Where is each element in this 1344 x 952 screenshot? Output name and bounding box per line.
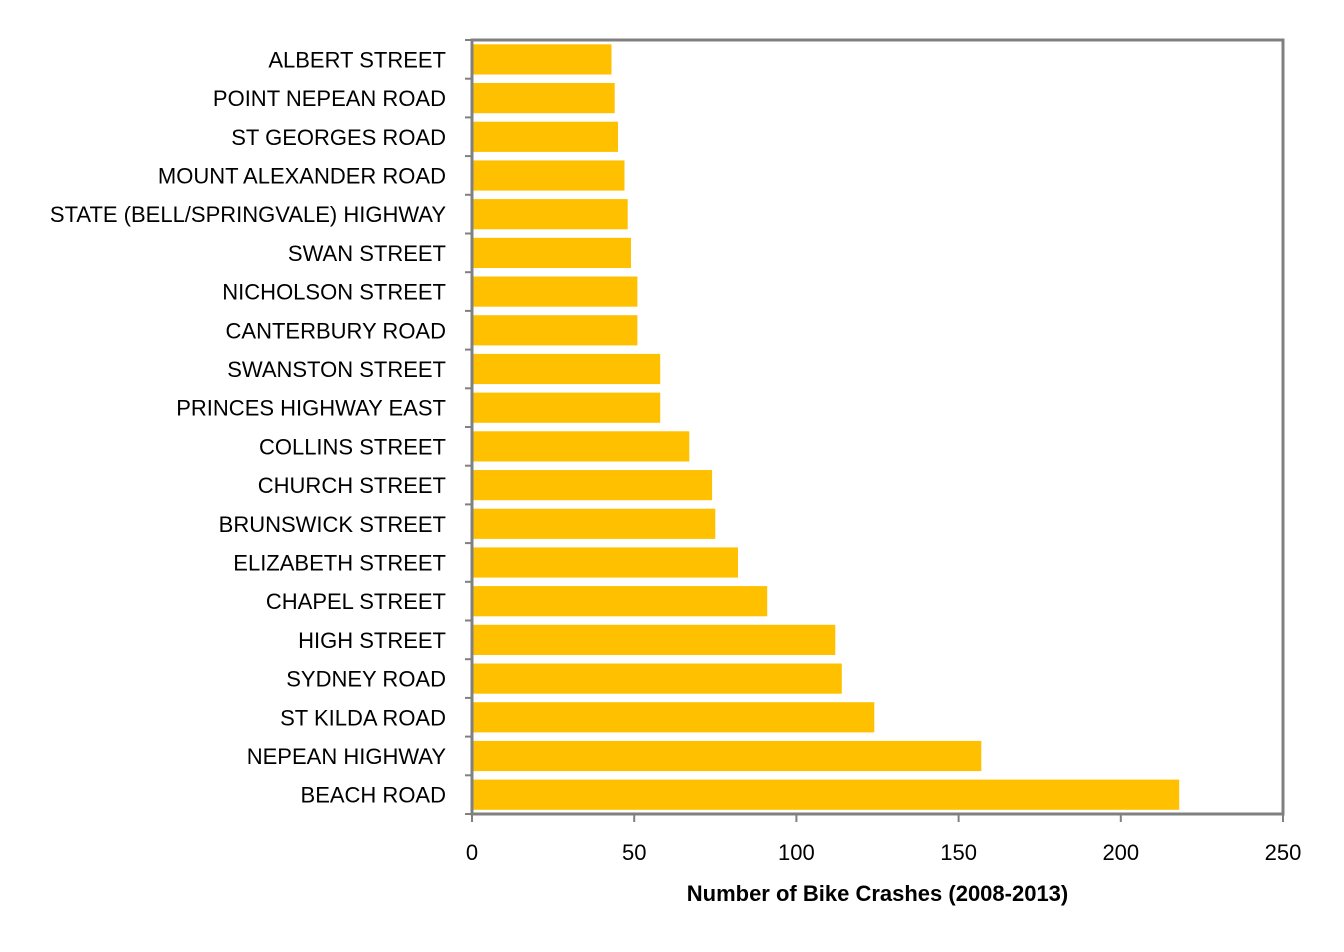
category-label: ST KILDA ROAD [280,705,446,730]
bar-chapel-street [473,586,768,617]
category-label: CANTERBURY ROAD [226,318,446,343]
bar-high-street [473,624,836,655]
bar-canterbury-road [473,315,638,346]
x-ticks-group: 0 50 100 150 200 250 [466,814,1301,865]
bar-state-bell-springvale-highway [473,199,628,230]
category-label: PRINCES HIGHWAY EAST [176,396,446,421]
x-tick-label: 150 [940,840,977,865]
category-label: STATE (BELL/SPRINGVALE) HIGHWAY [50,202,446,227]
bar-princes-highway-east [473,392,661,423]
category-label: ALBERT STREET [268,47,446,72]
axes-group [465,38,1285,816]
category-label: NICHOLSON STREET [222,280,446,305]
category-label: POINT NEPEAN ROAD [213,86,446,111]
category-label: MOUNT ALEXANDER ROAD [158,164,446,189]
bar-nicholson-street [473,276,638,307]
bar-brunswick-street [473,508,716,539]
plot-frame [470,38,1285,816]
bars-group [473,44,1180,810]
category-label: COLLINS STREET [259,434,446,459]
bar-nepean-highway [473,740,982,772]
x-tick-label: 50 [622,840,646,865]
bar-st-georges-road [473,121,618,152]
bar-elizabeth-street [473,547,738,578]
bar-church-street [473,470,713,501]
bar-sydney-road [473,663,842,694]
category-label: SWAN STREET [288,241,446,266]
category-label: ST GEORGES ROAD [231,125,446,150]
bar-collins-street [473,431,690,462]
category-label: NEPEAN HIGHWAY [247,744,447,769]
bar-mount-alexander-road [473,160,625,191]
category-labels-group: ALBERT STREET POINT NEPEAN ROAD ST GEORGES… [50,47,446,807]
x-tick-label: 100 [778,840,815,865]
category-label: CHAPEL STREET [266,589,446,614]
x-tick-label: 250 [1265,840,1302,865]
category-label: ELIZABETH STREET [233,551,446,576]
category-label: SYDNEY ROAD [286,667,446,692]
x-tick-label: 200 [1102,840,1139,865]
bar-st-kilda-road [473,702,875,733]
category-label: BRUNSWICK STREET [219,512,446,537]
bar-albert-street [473,44,612,75]
category-label: HIGH STREET [298,628,446,653]
x-axis-title: Number of Bike Crashes (2008-2013) [687,881,1069,906]
category-label: CHURCH STREET [258,473,446,498]
bar-beach-road [473,779,1180,810]
bar-swanston-street [473,353,661,385]
bar-swan-street [473,237,631,268]
x-tick-label: 0 [466,840,478,865]
category-label: SWANSTON STREET [227,357,446,382]
bar-point-nepean-road [473,83,615,114]
category-label: BEACH ROAD [301,783,446,808]
